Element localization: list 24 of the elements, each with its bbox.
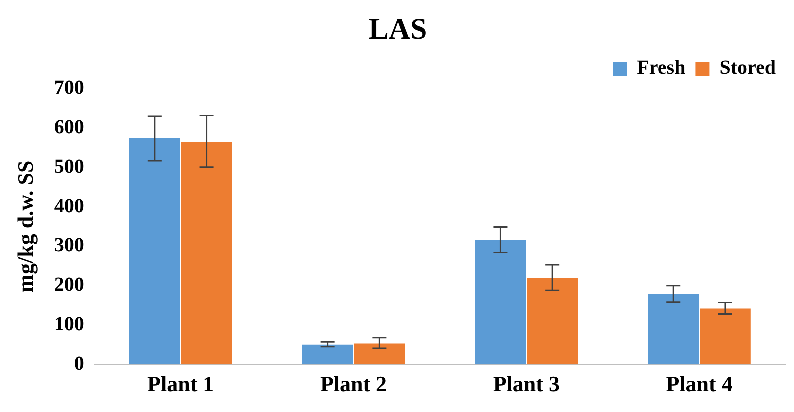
legend-label: Stored	[720, 57, 776, 80]
bar	[354, 344, 406, 365]
x-tick-label: Plant 4	[666, 371, 733, 396]
y-axis-title: mg/kg d.w. SS	[12, 160, 38, 293]
bar	[648, 294, 700, 365]
bar	[700, 308, 751, 365]
legend-label: Fresh	[637, 57, 686, 80]
x-tick-label: Plant 1	[148, 371, 214, 396]
y-tick-label: 600	[54, 116, 84, 139]
bar	[527, 278, 578, 365]
x-tick-label: Plant 3	[493, 371, 560, 396]
y-tick-label: 100	[54, 313, 84, 336]
y-tick-label: 0	[74, 352, 84, 375]
x-tick-label: Plant 2	[320, 371, 388, 396]
bar	[475, 240, 526, 365]
chart-title: LAS	[368, 12, 428, 46]
y-tick-label: 700	[54, 77, 84, 100]
bar	[130, 138, 180, 365]
y-tick-label: 200	[54, 274, 84, 296]
bar	[181, 142, 232, 365]
y-tick-label: 500	[54, 156, 84, 178]
bar	[302, 344, 354, 365]
y-tick-label: 300	[54, 234, 84, 257]
y-tick-label: 400	[54, 195, 84, 218]
